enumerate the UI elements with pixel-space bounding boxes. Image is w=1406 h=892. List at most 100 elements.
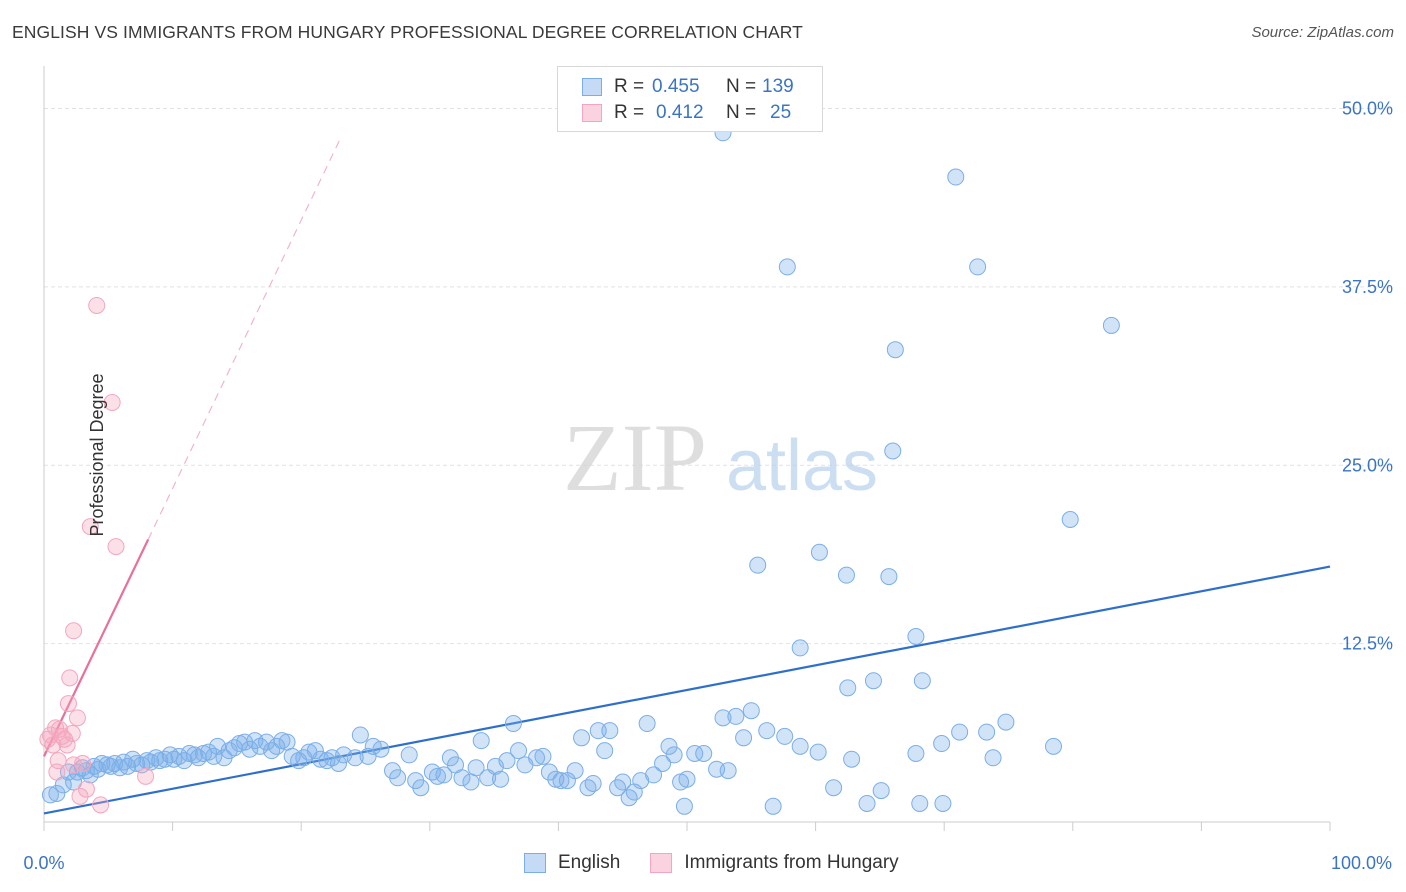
- english-point: [933, 735, 951, 753]
- series-legend-hungary: Immigrants from Hungary: [650, 852, 899, 874]
- english-point: [220, 742, 238, 760]
- y-axis-label: Professional Degree: [87, 373, 108, 537]
- series-swatch-hungary: [650, 853, 673, 873]
- english-point: [864, 672, 882, 690]
- english-point: [858, 794, 876, 812]
- english-point: [589, 722, 607, 740]
- english-point: [528, 749, 546, 767]
- english-point: [654, 754, 672, 772]
- english-point: [632, 772, 650, 790]
- hungary-point: [59, 695, 77, 713]
- english-point: [638, 715, 656, 733]
- english-point: [727, 707, 745, 725]
- x-tick-label: 0.0%: [23, 853, 64, 873]
- english-trend-line: [43, 565, 1331, 815]
- hungary-point: [77, 780, 95, 798]
- english-point: [429, 767, 447, 785]
- hungary-trend-line: [43, 538, 150, 757]
- hungary-point: [68, 709, 86, 727]
- series-label-hungary: Immigrants from Hungary: [684, 852, 899, 873]
- legend-r-label: R =: [614, 76, 645, 97]
- english-point: [492, 770, 510, 788]
- english-point: [584, 774, 602, 792]
- english-point: [1102, 316, 1120, 334]
- english-point: [742, 702, 760, 720]
- english-point: [913, 672, 931, 690]
- english-point: [596, 742, 614, 760]
- correlation-legend: R = 0.455 N = 139 R = 0.412 N = 25: [557, 66, 823, 132]
- watermark: ZIP atlas: [563, 404, 878, 511]
- legend-r-label: R =: [614, 102, 645, 123]
- legend-n-value: 139: [762, 76, 794, 97]
- hungary-point: [58, 736, 76, 754]
- english-point: [735, 729, 753, 747]
- english-point: [880, 568, 898, 586]
- english-point: [810, 543, 828, 561]
- english-point: [566, 762, 584, 780]
- english-point: [645, 766, 663, 784]
- legend-row-english: R = 0.455 N = 139: [582, 75, 794, 99]
- watermark-zip: ZIP: [563, 404, 707, 511]
- hungary-points: [39, 296, 155, 814]
- english-point: [372, 740, 390, 758]
- english-point: [510, 742, 528, 760]
- legend-n-value: 25: [770, 102, 792, 123]
- english-point: [837, 566, 855, 584]
- legend-n-label: N =: [726, 76, 757, 97]
- english-point: [809, 743, 827, 761]
- english-point: [359, 747, 377, 765]
- hungary-point: [81, 518, 99, 536]
- english-point: [453, 769, 471, 787]
- hungary-point: [103, 393, 121, 411]
- legend-row-hungary: R = 0.412 N = 25: [582, 101, 791, 125]
- english-point: [573, 729, 591, 747]
- english-point: [498, 752, 516, 770]
- english-point: [934, 794, 952, 812]
- legend-r-value: 0.455: [652, 76, 700, 97]
- english-point: [41, 786, 59, 804]
- x-tick-label: 100.0%: [1331, 853, 1392, 873]
- axes: [43, 66, 1331, 831]
- english-point: [907, 745, 925, 763]
- english-point: [467, 759, 485, 777]
- english-point: [791, 737, 809, 755]
- english-point: [872, 782, 890, 800]
- english-point: [306, 742, 324, 760]
- hungary-point: [49, 752, 67, 770]
- english-point: [412, 779, 430, 797]
- hungary-point: [61, 669, 79, 687]
- series-legend-english: English: [524, 852, 620, 874]
- english-point: [978, 723, 996, 741]
- english-point: [534, 747, 552, 765]
- english-point: [749, 556, 767, 574]
- hungary-point: [65, 756, 83, 774]
- y-tick-label: 25.0%: [1342, 455, 1393, 475]
- legend-n-label: N =: [726, 102, 757, 123]
- english-point: [911, 794, 929, 812]
- hungary-point: [65, 622, 83, 640]
- english-point: [764, 797, 782, 815]
- english-point: [1061, 510, 1079, 528]
- english-point: [400, 746, 418, 764]
- english-point: [1045, 737, 1063, 755]
- watermark-atlas: atlas: [726, 426, 878, 506]
- hungary-trend-extension: [147, 136, 342, 540]
- series-legend: English Immigrants from Hungary: [524, 852, 929, 874]
- english-point: [719, 762, 737, 780]
- y-tick-label: 12.5%: [1342, 634, 1393, 654]
- hungary-point: [92, 796, 110, 814]
- english-point: [472, 732, 490, 750]
- english-point: [241, 740, 259, 758]
- hungary-point: [137, 767, 155, 785]
- english-point: [984, 749, 1002, 767]
- source-label: Source: ZipAtlas.com: [1251, 24, 1394, 41]
- english-point: [997, 713, 1015, 731]
- english-point: [552, 772, 570, 790]
- hungary-point: [71, 787, 89, 805]
- english-point: [778, 258, 796, 276]
- trend-lines: [43, 136, 1331, 815]
- english-point: [776, 727, 794, 745]
- english-point: [758, 722, 776, 740]
- english-point: [678, 770, 696, 788]
